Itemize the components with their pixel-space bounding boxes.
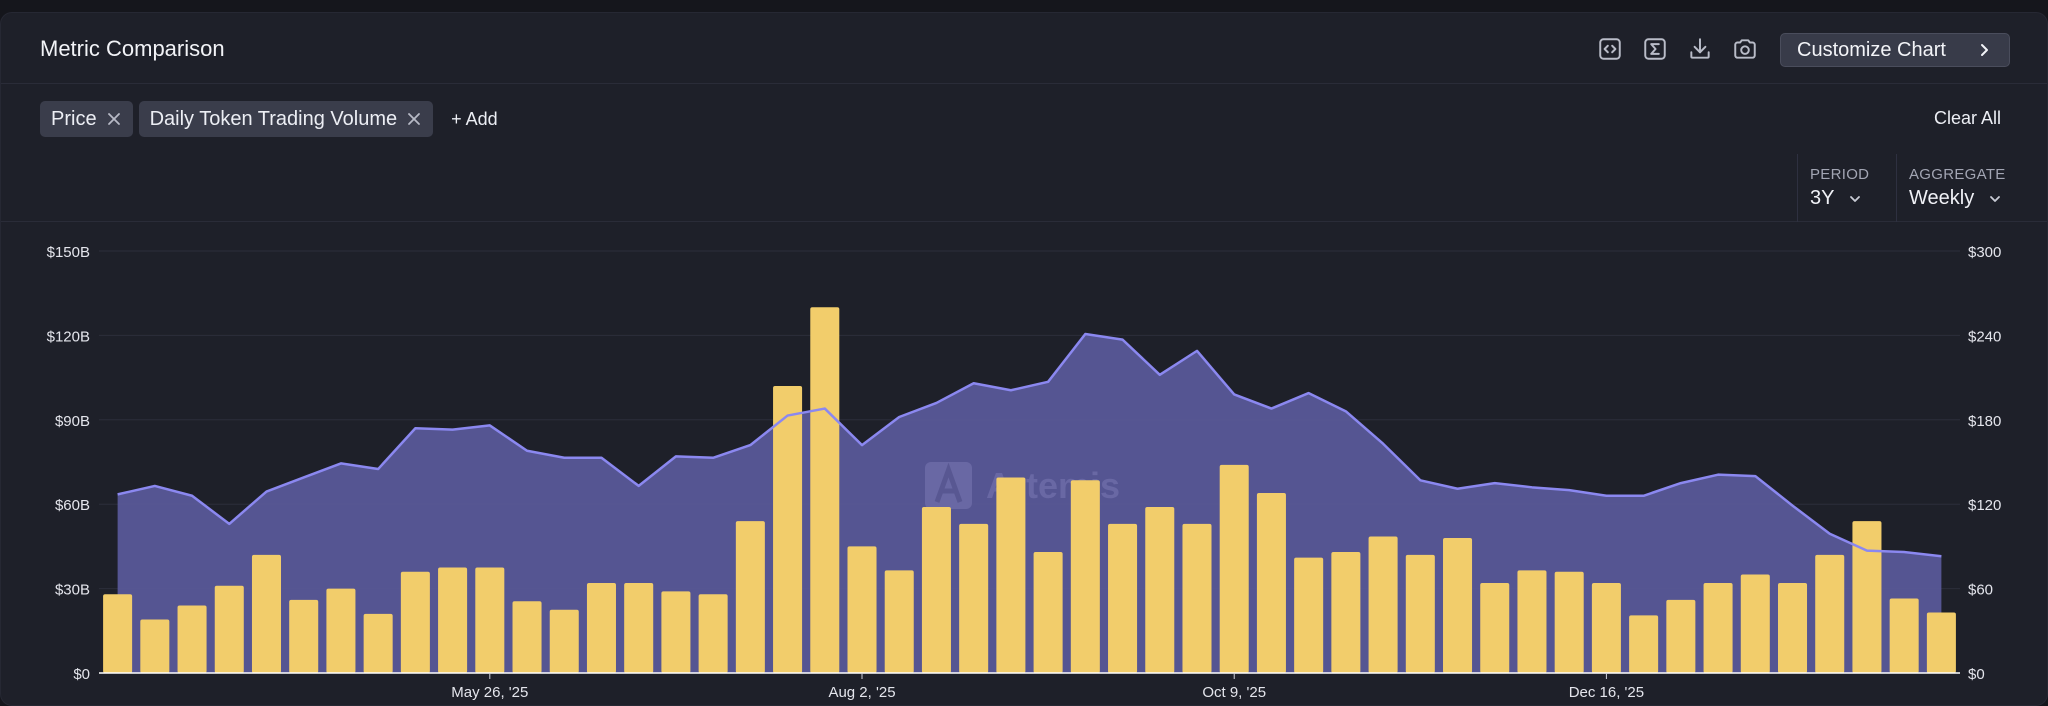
volume-bar [438,567,468,673]
chart-controls: PERIOD 3Y AGGREGATE Weekly [1,154,2047,222]
y-left-tick-label: $0 [73,666,90,683]
card-header: Metric Comparison Customize Chart [1,13,2047,84]
volume-bar [251,554,282,673]
volume-bar [1666,599,1696,673]
y-right-tick-label: $240 [1968,328,2001,345]
watermark-logo-glyph [934,462,963,503]
y-right-tick-label: $120 [1968,497,2001,514]
y-right-tick-label: $60 [1968,582,1993,599]
volume-bar [326,588,356,673]
volume-bar [1368,536,1398,673]
volume-bar [1033,552,1063,673]
y-left-tick-label: $90B [55,413,90,430]
volume-bar [735,521,765,673]
x-tick-label: Oct 9, '25 [1202,684,1266,701]
volume-bar [624,582,654,673]
page-title: Metric Comparison [40,36,225,61]
price-line [117,332,1942,558]
volume-bar [1777,582,1808,673]
volume-bar [1331,552,1361,673]
volume-bar [289,599,319,673]
volume-bar [1852,521,1882,673]
volume-bar [921,507,951,673]
volume-bar [1591,582,1621,673]
volume-bar [214,585,244,673]
chip-daily-token-trading-volume[interactable]: Daily Token Trading Volume [138,101,434,137]
metric-comparison-chart: Artemis $0 $0$30B $60$60B $120$90B $180$120B… [47,244,2002,701]
metric-chips: Price Daily Token Trading Volume + Add [40,101,498,137]
chevron-down-icon [1990,195,2001,202]
volume-bar [1480,582,1510,673]
volume-bar [177,605,207,673]
volume-bar [363,613,393,673]
aggregate-label: AGGREGATE [1909,166,2006,183]
y-left-tick-label: $30B [55,582,90,599]
period-select[interactable]: PERIOD 3Y [1797,154,1896,222]
period-value: 3Y [1810,187,1835,209]
axes: $0 $0 $30B $60 $60B $120 $90B $180 $120B $240 $150… [47,244,2002,701]
x-tick-label: Dec 16, '25 [1569,684,1644,701]
x-tick-label: May 26, '25 [451,684,528,701]
close-icon[interactable] [107,112,121,126]
close-icon[interactable] [407,112,421,126]
volume-bar [1554,571,1584,673]
volume-bar [512,601,542,673]
volume-bar [996,477,1026,673]
volume-bar [400,571,430,673]
volume-bar [1145,507,1175,673]
volume-bar [549,609,579,673]
formula-icon[interactable] [1640,34,1670,64]
chip-label: Daily Token Trading Volume [149,107,398,130]
chevron-down-icon [1850,195,1861,202]
volume-bar [103,594,133,673]
embed-icon[interactable] [1595,34,1625,64]
volume-bar [847,546,877,673]
clear-all-button[interactable]: Clear All [1933,108,2001,128]
volume-bar [1629,615,1659,673]
volume-bar [1256,492,1286,673]
customize-chart-label: Customize Chart [1797,38,1946,61]
volume-bar [1294,557,1324,673]
volume-bar [1740,574,1770,673]
period-label: PERIOD [1810,166,1870,183]
volume-bar [1815,554,1845,673]
price-line-path [117,332,1942,558]
add-metric-button[interactable]: + Add [451,108,498,129]
volume-bar [1517,570,1547,673]
volume-bar [475,567,505,673]
volume-bar [661,591,691,673]
chip-price[interactable]: Price [40,101,133,137]
y-right-tick-label: $300 [1968,244,2001,261]
volume-bar-series [103,307,1956,673]
customize-chart-button[interactable]: Customize Chart [1780,33,2010,67]
volume-bar [1926,612,1956,673]
aggregate-select[interactable]: AGGREGATE Weekly [1896,154,2006,222]
chevron-right-icon [1981,44,1988,56]
volume-bar [1219,464,1249,673]
volume-bar [1070,480,1100,673]
volume-bar [698,594,728,673]
volume-bar [586,582,616,673]
volume-bar [1703,582,1733,673]
y-right-tick-label: $180 [1968,413,2001,430]
volume-bar [884,570,914,673]
volume-bar [1108,523,1138,673]
aggregate-value: Weekly [1909,187,1975,209]
download-icon[interactable] [1685,34,1715,64]
y-left-tick-label: $150B [47,244,90,261]
volume-bar [773,386,803,673]
camera-icon[interactable] [1730,34,1760,64]
volume-bar [1182,523,1212,673]
volume-bar [140,619,170,673]
y-left-tick-label: $120B [47,328,90,345]
volume-bar [1405,554,1435,673]
x-tick-label: Aug 2, '25 [828,684,895,701]
chip-label: Price [51,107,97,130]
volume-bar [1889,598,1919,673]
y-right-tick-label: $0 [1968,666,1985,683]
y-left-tick-label: $60B [55,497,90,514]
volume-bar [810,307,840,673]
volume-bar [1443,537,1473,673]
volume-bar [959,523,989,673]
